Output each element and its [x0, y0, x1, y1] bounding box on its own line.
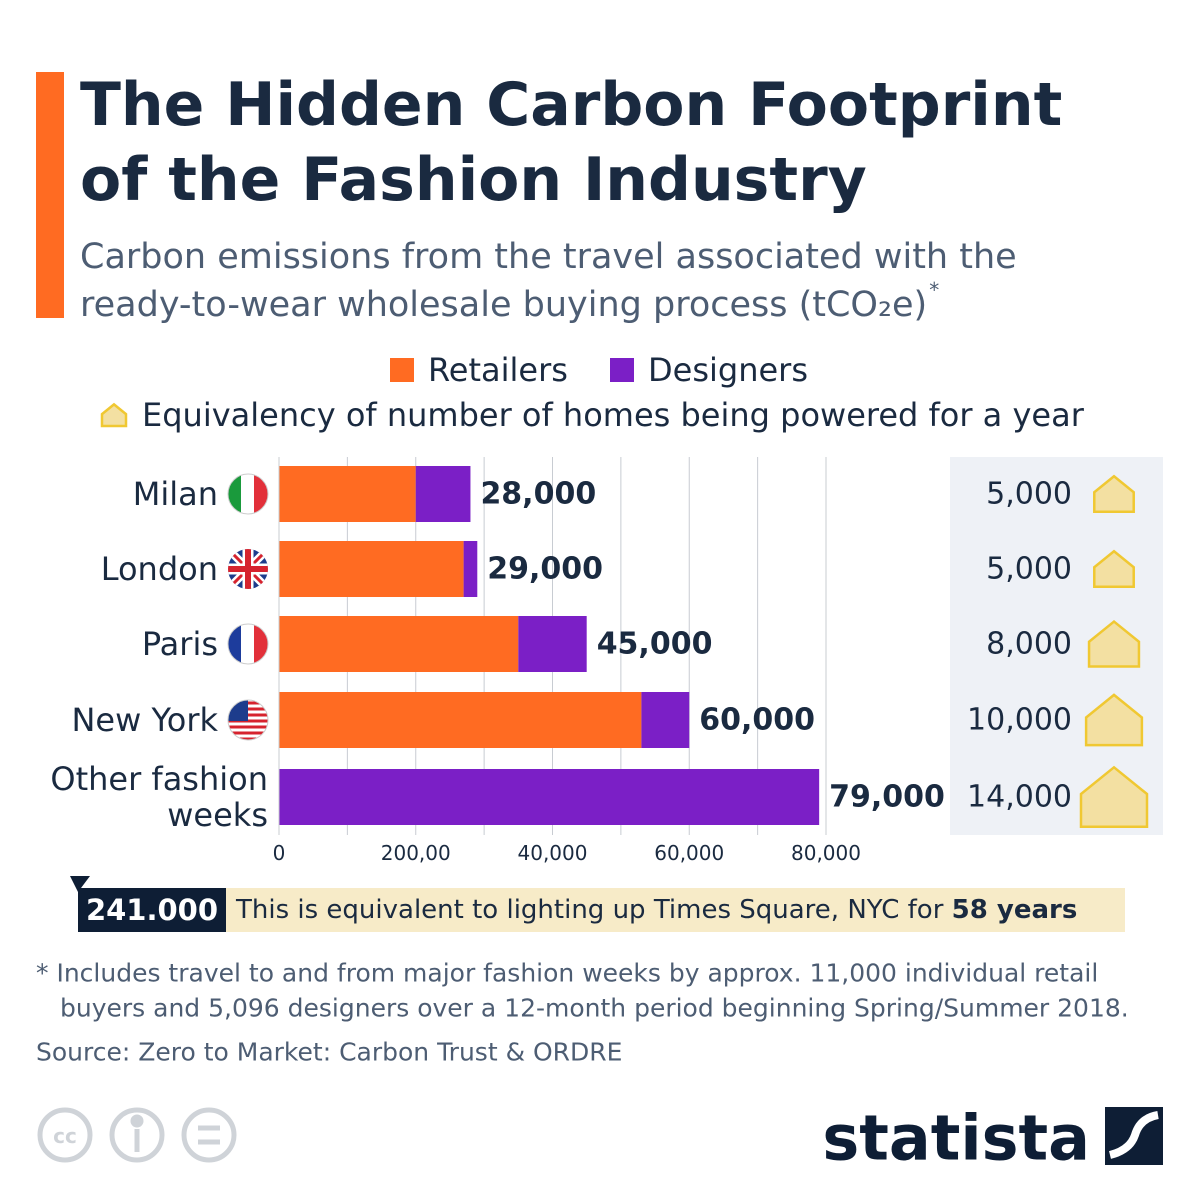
- category-label: London: [101, 550, 218, 588]
- bar-segment: [641, 692, 690, 748]
- total-label: 79,000: [829, 780, 945, 815]
- subtitle-mark: *: [929, 278, 939, 302]
- house-icon: [1087, 619, 1141, 668]
- homes-label: 10,000: [967, 703, 1072, 738]
- bar-segment: [279, 692, 642, 748]
- x-tick-label: 200,00: [381, 841, 451, 865]
- legend-swatch: [390, 358, 414, 382]
- category-label: Paris: [142, 625, 218, 663]
- callout-number: 241.000: [86, 893, 218, 927]
- subtitle-line: Carbon emissions from the travel associa…: [80, 237, 1017, 277]
- accent-bar: [36, 72, 64, 318]
- callout-notch: [70, 876, 90, 892]
- homes-label: 5,000: [986, 552, 1072, 587]
- category-label: New York: [71, 701, 218, 739]
- source: Source: Zero to Market: Carbon Trust & O…: [36, 1038, 622, 1067]
- bar-segment: [463, 541, 478, 597]
- x-tick-label: 0: [273, 841, 286, 865]
- homes-label: 5,000: [986, 477, 1072, 512]
- svg-text:cc: cc: [53, 1124, 77, 1148]
- x-tick-label: 60,000: [654, 841, 724, 865]
- bar-segment: [279, 541, 464, 597]
- total-label: 28,000: [480, 477, 596, 512]
- homes-label: 8,000: [986, 627, 1072, 662]
- house-icon: [1093, 474, 1135, 513]
- legend-label: Equivalency of number of homes being pow…: [142, 396, 1085, 434]
- callout-number-box: [78, 888, 226, 932]
- legend-swatch: [610, 358, 634, 382]
- footnote-line: * Includes travel to and from major fash…: [36, 959, 1098, 988]
- brand-icon: [1105, 1107, 1163, 1165]
- flag-uk: [228, 549, 268, 589]
- callout-body: This is equivalent to lighting up Times …: [235, 895, 944, 925]
- brand: statista: [822, 1102, 1090, 1175]
- callout-box: [226, 888, 1125, 932]
- house-icon: [1093, 549, 1135, 588]
- footnote-line: buyers and 5,096 designers over a 12-mon…: [60, 994, 1129, 1023]
- legend-house-icon: [100, 402, 128, 428]
- bar-segment: [279, 466, 416, 522]
- x-tick-label: 80,000: [791, 841, 861, 865]
- subtitle-line: ready-to-wear wholesale buying process (…: [80, 285, 927, 325]
- callout-emphasis: 58 years: [952, 895, 1078, 925]
- homes-label: 14,000: [967, 780, 1072, 815]
- legend-label: Retailers: [428, 351, 568, 389]
- category-label-line: weeks: [167, 796, 268, 834]
- x-tick-label: 40,000: [518, 841, 588, 865]
- license-icons: cc: [37, 1107, 237, 1163]
- total-label: 29,000: [487, 552, 603, 587]
- title-line: The Hidden Carbon Footprint: [80, 70, 1062, 140]
- legend-label: Designers: [648, 351, 808, 389]
- callout-text: This is equivalent to lighting up Times …: [235, 895, 1077, 925]
- bar-segment: [279, 616, 519, 672]
- bar-segment: [279, 769, 820, 825]
- category-label: Milan: [133, 475, 218, 513]
- title-line: of the Fashion Industry: [80, 145, 867, 215]
- total-label: 60,000: [699, 703, 815, 738]
- house-icon: [1084, 693, 1144, 747]
- bar-segment: [415, 466, 471, 522]
- category-label-line: Other fashion: [50, 760, 268, 798]
- flag-usa: [227, 699, 269, 741]
- category-label: Other fashion weeks: [50, 760, 268, 834]
- total-label: 45,000: [597, 627, 713, 662]
- flag-france: [227, 623, 269, 665]
- flag-italy: [227, 473, 269, 515]
- house-icon: [1079, 765, 1149, 828]
- bar-segment: [518, 616, 587, 672]
